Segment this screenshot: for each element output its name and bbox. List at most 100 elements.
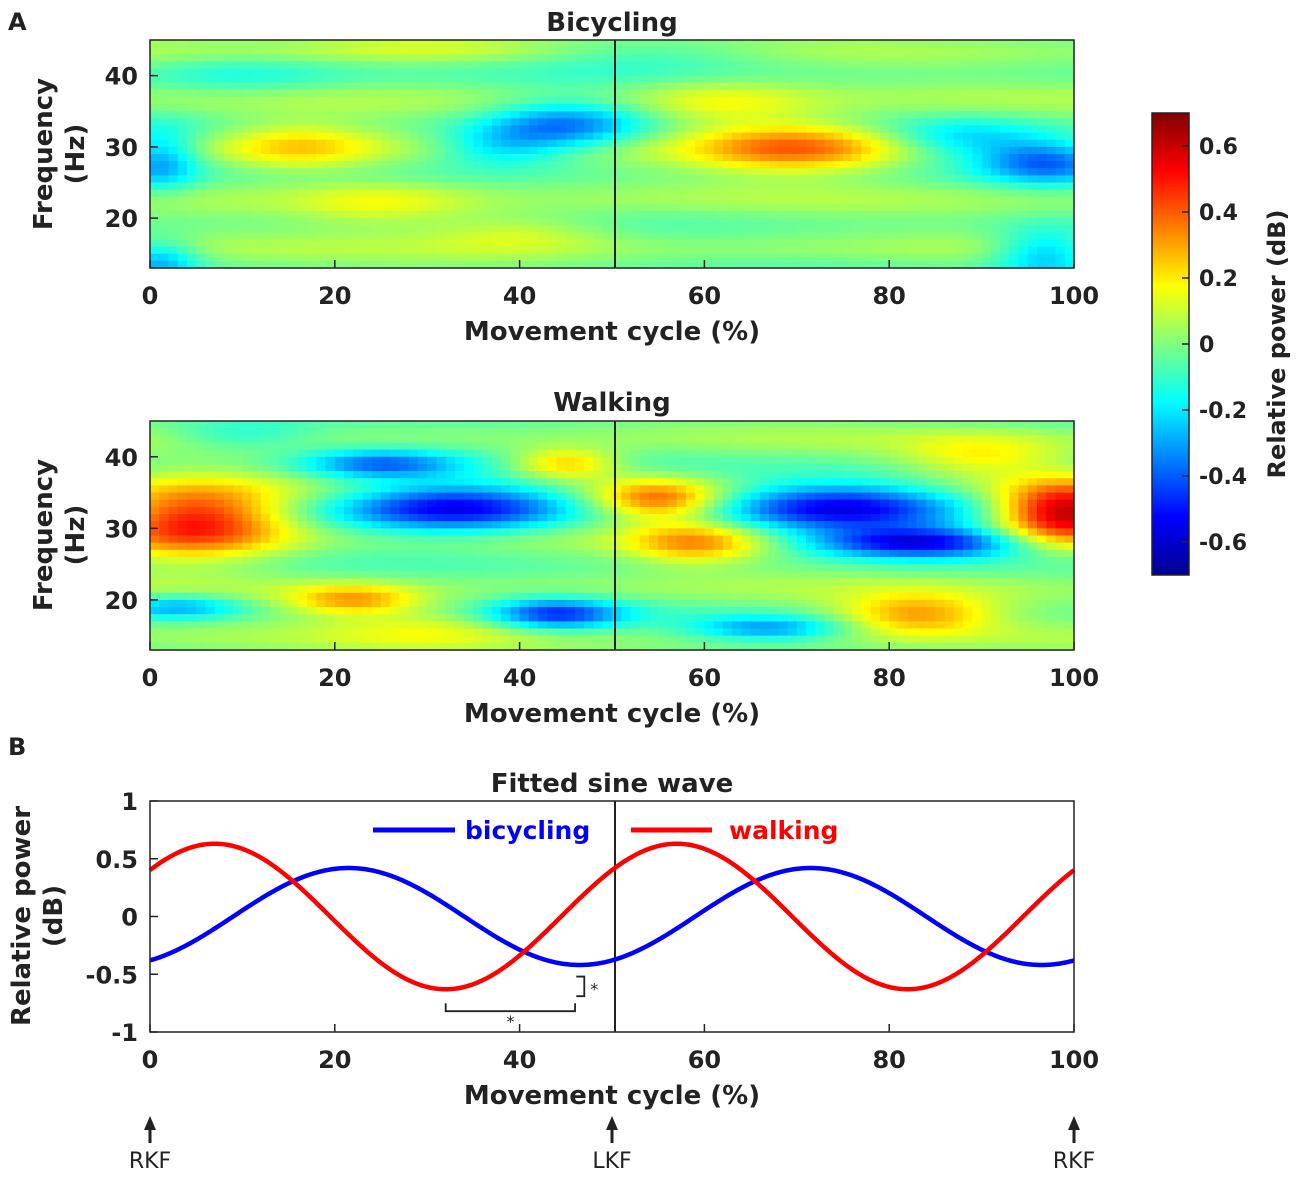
heatmap-cell xyxy=(417,521,428,529)
heatmap-cell xyxy=(667,189,678,198)
heatmap-cell xyxy=(953,111,964,119)
heatmap-cell xyxy=(621,75,632,84)
heatmap-cell xyxy=(223,97,234,105)
heatmap-cell xyxy=(547,118,558,127)
heatmap-cell xyxy=(1037,232,1047,241)
heatmap-cell xyxy=(584,246,595,255)
heatmap-cell xyxy=(796,499,807,508)
heatmap-cell xyxy=(325,253,336,262)
heatmap-cell xyxy=(362,40,373,48)
heatmap-cell xyxy=(510,492,521,501)
heatmap-cell xyxy=(353,104,364,112)
heatmap-cell xyxy=(639,146,650,155)
heatmap-cell xyxy=(417,253,428,262)
heatmap-cell xyxy=(630,485,641,494)
heatmap-cell xyxy=(907,146,918,155)
heatmap-cell xyxy=(445,246,456,255)
heatmap-cell xyxy=(196,232,207,241)
heatmap-cell xyxy=(186,225,197,233)
heatmap-cell xyxy=(759,442,770,451)
heatmap-cell xyxy=(334,456,345,465)
heatmap-cell xyxy=(907,75,918,84)
heatmap-cell xyxy=(769,499,779,508)
heatmap-cell xyxy=(972,75,983,84)
heatmap-cell xyxy=(861,478,872,487)
heatmap-cell xyxy=(741,514,752,522)
heatmap-cell xyxy=(260,246,271,255)
heatmap-cell xyxy=(621,40,632,48)
heatmap-cell xyxy=(528,471,539,479)
heatmap-cell xyxy=(824,125,835,134)
heatmap-cell xyxy=(1000,528,1010,537)
heatmap-cell xyxy=(953,154,964,162)
heatmap-cell xyxy=(344,542,354,551)
heatmap-cell xyxy=(177,535,188,544)
heatmap-cell xyxy=(381,161,391,169)
heatmap-cell xyxy=(399,514,410,522)
heatmap-cell xyxy=(972,182,983,191)
heatmap-cell xyxy=(325,61,336,70)
heatmap-cell xyxy=(713,421,724,429)
heatmap-cell xyxy=(445,146,456,155)
heatmap-cell xyxy=(612,514,622,522)
heatmap-cell xyxy=(612,175,622,184)
heatmap-cell xyxy=(399,68,410,77)
heatmap-cell xyxy=(861,442,872,451)
heatmap-cell xyxy=(778,535,789,544)
heatmap-cell xyxy=(334,68,345,77)
heatmap-cell xyxy=(168,492,179,501)
heatmap-cell xyxy=(916,246,927,255)
heatmap-cell xyxy=(159,542,170,551)
heatmap-cell xyxy=(288,442,299,451)
heatmap-cell xyxy=(1064,528,1075,537)
heatmap-cell xyxy=(307,211,317,219)
heatmap-cell xyxy=(214,68,225,77)
heatmap-cell xyxy=(371,89,382,98)
heatmap-cell xyxy=(648,139,659,148)
heatmap-cell xyxy=(861,175,872,184)
heatmap-cell xyxy=(732,47,742,55)
heatmap-cell xyxy=(501,168,511,176)
heatmap-cell xyxy=(963,168,973,176)
heatmap-cell xyxy=(168,118,179,127)
heatmap-cell xyxy=(722,442,733,451)
heatmap-cell xyxy=(732,478,742,487)
heatmap-cell xyxy=(316,521,327,529)
heatmap-cell xyxy=(473,514,484,522)
heatmap-cell xyxy=(454,125,465,134)
heatmap-cell xyxy=(1009,485,1020,494)
heatmap-cell xyxy=(556,146,567,155)
heatmap-cell xyxy=(843,189,853,198)
heatmap-cell xyxy=(408,82,419,91)
heatmap-cell xyxy=(390,89,401,98)
heatmap-cell xyxy=(695,196,705,205)
heatmap-cell xyxy=(824,182,835,191)
heatmap-cell xyxy=(482,89,493,98)
heatmap-cell xyxy=(1027,528,1038,537)
heatmap-cell xyxy=(390,118,401,127)
heatmap-cell xyxy=(214,211,225,219)
heatmap-cell xyxy=(473,492,484,501)
heatmap-cell xyxy=(963,54,973,62)
heatmap-cell xyxy=(528,435,539,444)
heatmap-cell xyxy=(325,175,336,184)
heatmap-cell xyxy=(732,485,742,494)
heatmap-cell xyxy=(297,89,308,98)
heatmap-cell xyxy=(935,47,946,55)
heatmap-cell xyxy=(1037,260,1047,269)
heatmap-cell xyxy=(501,82,511,91)
heatmap-cell xyxy=(159,225,170,233)
heatmap-cell xyxy=(722,104,733,112)
heatmap-cell xyxy=(159,203,170,212)
heatmap-cell xyxy=(630,196,641,205)
heatmap-cell xyxy=(436,528,447,537)
heatmap-cell xyxy=(399,421,410,429)
heatmap-cell xyxy=(843,154,853,162)
heatmap-cell xyxy=(297,492,308,501)
heatmap-cell xyxy=(334,478,345,487)
heatmap-cell xyxy=(344,225,354,233)
heatmap-cell xyxy=(806,139,816,148)
heatmap-cell xyxy=(889,499,900,508)
heatmap-cell xyxy=(667,146,678,155)
heatmap-cell xyxy=(695,154,705,162)
